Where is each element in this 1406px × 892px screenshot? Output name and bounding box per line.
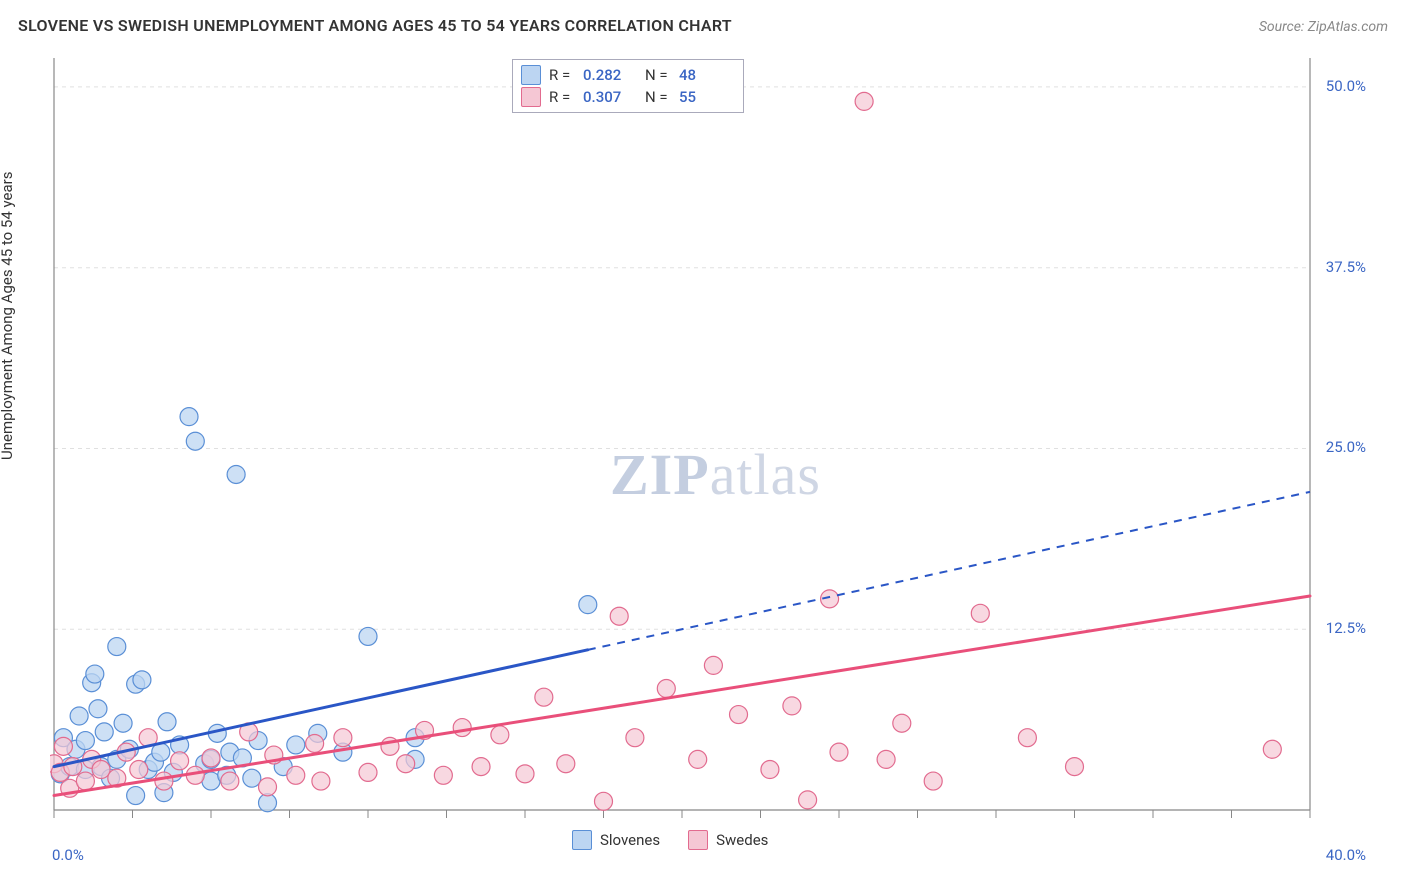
r-label: R = [549, 64, 575, 86]
n-value: 48 [679, 64, 733, 86]
y-tick-label: 50.0% [1326, 77, 1366, 95]
r-label: R = [549, 86, 575, 108]
n-label: N = [645, 64, 671, 86]
legend-label: Slovenes [600, 831, 660, 849]
legend-item-swedes: Swedes [688, 830, 768, 850]
y-tick-label: 12.5% [1326, 619, 1366, 637]
n-value: 55 [679, 86, 733, 108]
y-tick-label: 25.0% [1326, 438, 1366, 456]
swatch-swedes [521, 87, 541, 107]
stats-row-swedes: R = 0.307 N = 55 [521, 86, 733, 108]
stats-row-slovenes: R = 0.282 N = 48 [521, 64, 733, 86]
legend-label: Swedes [716, 831, 768, 849]
stats-legend: R = 0.282 N = 48 R = 0.307 N = 55 [512, 59, 744, 113]
chart-source: Source: ZipAtlas.com [1259, 19, 1388, 35]
swatch-swedes [688, 830, 708, 850]
source-prefix: Source: [1259, 19, 1308, 35]
y-axis-label: Unemployment Among Ages 45 to 54 years [0, 172, 16, 460]
swatch-slovenes [572, 830, 592, 850]
x-tick-min: 0.0% [52, 846, 84, 864]
chart-title: SLOVENE VS SWEDISH UNEMPLOYMENT AMONG AG… [18, 16, 732, 35]
series-legend: Slovenes Swedes [572, 830, 768, 850]
r-value: 0.307 [583, 86, 637, 108]
y-tick-label: 37.5% [1326, 258, 1366, 276]
legend-item-slovenes: Slovenes [572, 830, 660, 850]
chart-header: SLOVENE VS SWEDISH UNEMPLOYMENT AMONG AG… [18, 16, 1388, 35]
chart-svg [50, 56, 1360, 826]
x-tick-max: 40.0% [1326, 846, 1366, 864]
chart-plot-area: ZIPatlas R = 0.282 N = 48 R = 0.307 N = … [50, 56, 1360, 826]
swatch-slovenes [521, 65, 541, 85]
source-name: ZipAtlas.com [1308, 19, 1388, 35]
r-value: 0.282 [583, 64, 637, 86]
n-label: N = [645, 86, 671, 108]
